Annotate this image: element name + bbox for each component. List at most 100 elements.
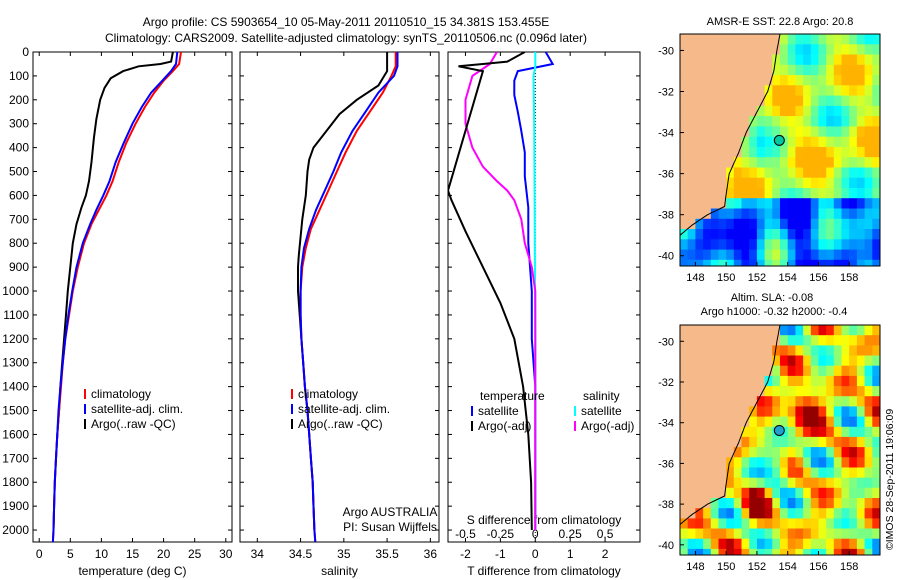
salinity-diff-tick-label: 0.25 <box>559 527 583 541</box>
sla-map-cell <box>810 416 820 428</box>
sst-map-cell <box>718 249 727 261</box>
sst-map-cell <box>703 198 712 210</box>
sst-map-cell <box>695 75 704 86</box>
sst-map-cell <box>787 239 796 251</box>
sla-map-cell <box>718 375 727 387</box>
sst-map-cell <box>741 34 750 45</box>
sla-map-cell <box>772 345 781 357</box>
sla-map-ytick-label: -40 <box>658 540 674 552</box>
sst-map-cell <box>810 229 820 240</box>
depth-tick-label: 2000 <box>2 523 29 537</box>
sla-map-cell <box>787 548 796 555</box>
sst-map-cell <box>841 249 850 261</box>
sla-map-cell <box>718 365 727 377</box>
sla-map-ytick-label: -38 <box>658 499 674 511</box>
sst-map-cell <box>680 167 689 179</box>
sla-map-cell <box>810 426 820 438</box>
sst-map-cell <box>726 259 735 266</box>
sst-map-cell <box>856 177 866 189</box>
sst-map-cell <box>818 44 827 56</box>
sla-map-cell <box>703 518 712 530</box>
sla-map-cell <box>795 325 804 336</box>
sst-map-cell <box>687 34 696 45</box>
difference-series-argo-adj-s <box>464 52 537 530</box>
sst-map-cell <box>826 157 835 169</box>
sst-map-cell <box>741 136 750 148</box>
sst-map-cell <box>810 249 820 261</box>
sst-map-cell <box>687 105 696 117</box>
sla-map-cell <box>772 487 781 499</box>
sst-map-cell <box>864 167 873 179</box>
sst-map-cell <box>680 54 689 66</box>
sla-map-cell <box>780 467 789 479</box>
sla-map-cell <box>764 396 773 407</box>
sla-map-cell <box>833 406 843 418</box>
sla-map-cell <box>764 477 773 489</box>
sla-map-cell <box>810 548 820 555</box>
sla-map-cell <box>795 548 804 555</box>
sst-map-cell <box>841 126 850 138</box>
sla-map-cell <box>680 436 689 448</box>
sla-map-cell <box>849 477 858 489</box>
sst-map-cell <box>680 239 689 251</box>
temperature-legend-label: Argo(..raw -QC) <box>91 417 176 431</box>
sla-map-cell <box>687 375 696 387</box>
sst-map-cell <box>826 54 835 66</box>
sst-map-cell <box>687 116 696 127</box>
sla-map-xtick-label: 148 <box>686 561 704 573</box>
sst-map-cell <box>803 116 812 127</box>
sst-map-cell <box>772 116 781 127</box>
sst-map-cell <box>741 126 750 138</box>
sst-map-cell <box>680 136 689 148</box>
sla-map-cell <box>687 365 696 377</box>
salinity-xtick-label: 36 <box>424 547 438 561</box>
sla-map-xtick-label: 150 <box>717 561 735 573</box>
sla-map-cell <box>787 396 796 407</box>
sst-map-cell <box>764 157 773 169</box>
sla-map-cell <box>780 538 789 550</box>
sla-map-cell <box>818 335 827 346</box>
sst-map-cell <box>680 105 689 117</box>
sst-map-cell <box>810 198 820 210</box>
depth-tick-label: 900 <box>9 260 29 274</box>
sst-map-cell <box>726 85 735 97</box>
sst-map-cell <box>849 95 858 107</box>
sst-map-cell <box>703 105 712 117</box>
sst-map-cell <box>764 136 773 148</box>
sla-map-cell <box>826 548 835 555</box>
sst-map-cell <box>710 116 720 127</box>
depth-tick-label: 200 <box>9 93 29 107</box>
sst-map-cell <box>849 85 858 97</box>
sla-map-cell <box>864 508 873 519</box>
sst-map-cell <box>872 116 880 127</box>
sst-map-cell <box>710 157 720 169</box>
sst-map-cell <box>695 44 704 56</box>
sla-map-cell <box>795 436 804 448</box>
sla-map-cell <box>803 325 812 336</box>
sst-map-cell <box>787 259 796 266</box>
sst-map-cell <box>733 95 743 107</box>
sla-map-cell <box>710 436 720 448</box>
sst-map-cell <box>826 136 835 148</box>
sla-map-cell <box>856 345 866 357</box>
sst-map-cell <box>864 54 873 66</box>
sla-map-cell <box>849 335 858 346</box>
sst-map-cell <box>864 208 873 220</box>
sla-map-cell <box>818 325 827 336</box>
sst-map-cell <box>749 75 758 86</box>
sla-map-cell <box>772 416 781 428</box>
sst-map-cell <box>864 34 873 45</box>
sst-map-cell <box>841 188 850 199</box>
sst-map-cell <box>856 229 866 240</box>
sla-map-argo-marker <box>773 424 785 436</box>
sla-map-cell <box>741 335 750 346</box>
depth-tick-label: 1700 <box>2 451 29 465</box>
sla-map-cell <box>695 416 704 428</box>
sst-map-cell <box>695 239 704 251</box>
sst-map-cell <box>864 249 873 261</box>
sst-map-cell <box>764 44 773 56</box>
sla-map-cell <box>764 508 773 519</box>
sla-map-cell <box>826 375 835 387</box>
sla-map-cell <box>695 528 704 540</box>
sla-map-cell <box>756 508 766 519</box>
